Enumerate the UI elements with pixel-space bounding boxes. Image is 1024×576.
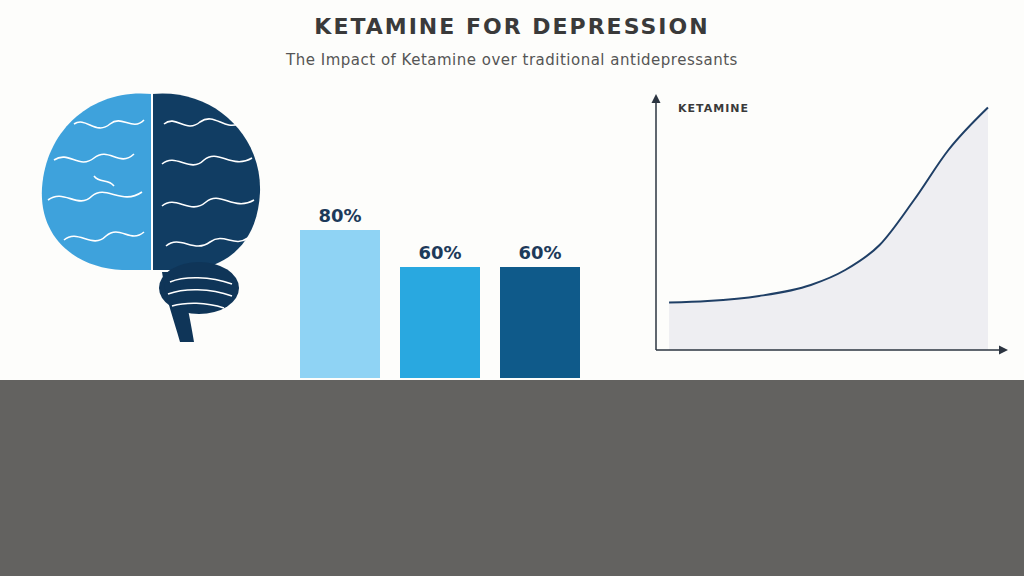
svg-text:80%: 80% bbox=[318, 205, 361, 226]
html-text:The Impact of Ketamine over tr: The Impact of Ketamine over traditional … bbox=[286, 51, 738, 69]
html-text:KETAMINE FOR DEPRESSION: KETAMINE FOR DEPRESSION bbox=[314, 14, 710, 39]
html-text:KETAMINE: KETAMINE bbox=[678, 102, 749, 115]
svg-text:60%: 60% bbox=[518, 242, 561, 263]
svg-text:60%: 60% bbox=[418, 242, 461, 263]
